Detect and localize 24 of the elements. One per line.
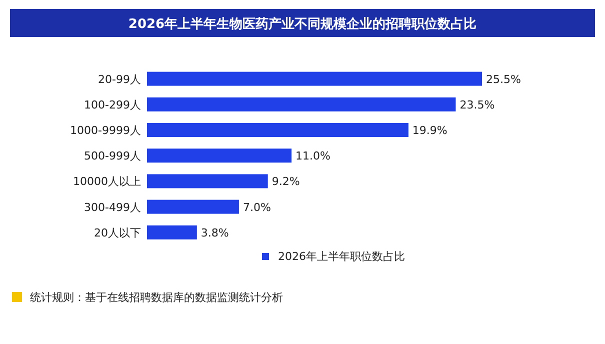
y-tick-label: 10000人以上 [73, 175, 141, 188]
bar [147, 123, 408, 137]
data-label: 25.5% [486, 72, 521, 86]
data-label: 19.9% [412, 124, 448, 137]
y-tick-label: 20-99人 [98, 72, 141, 86]
data-label: 23.5% [460, 98, 495, 112]
bar [147, 97, 456, 112]
legend-label: 2026年上半年职位数占比 [278, 250, 405, 263]
data-label: 7.0% [242, 200, 271, 214]
bar [147, 72, 482, 86]
y-tick-label: 1000-9999人 [70, 124, 141, 137]
y-tick-label: 100-299人 [84, 98, 141, 112]
text: 统计规则：基于在线招聘数据库的数据监测统计分析 [30, 291, 283, 304]
bar [147, 200, 239, 214]
bar [147, 174, 268, 188]
data-label: 9.2% [272, 175, 300, 188]
y-tick-label: 500-999人 [84, 150, 141, 163]
bar [147, 225, 197, 240]
bar [147, 148, 292, 163]
data-label: 11.0% [296, 150, 330, 163]
chart-title: 2026年上半年生物医药产业不同规模企业的招聘职位数占比 [128, 16, 477, 32]
y-tick-label: 20人以下 [94, 226, 141, 240]
data-label: 3.8% [200, 226, 229, 240]
y-tick-label: 300-499人 [84, 200, 141, 214]
